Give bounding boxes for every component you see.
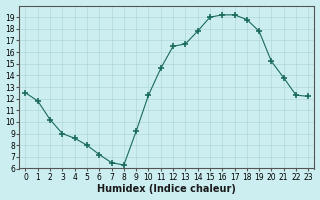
X-axis label: Humidex (Indice chaleur): Humidex (Indice chaleur) <box>98 184 236 194</box>
